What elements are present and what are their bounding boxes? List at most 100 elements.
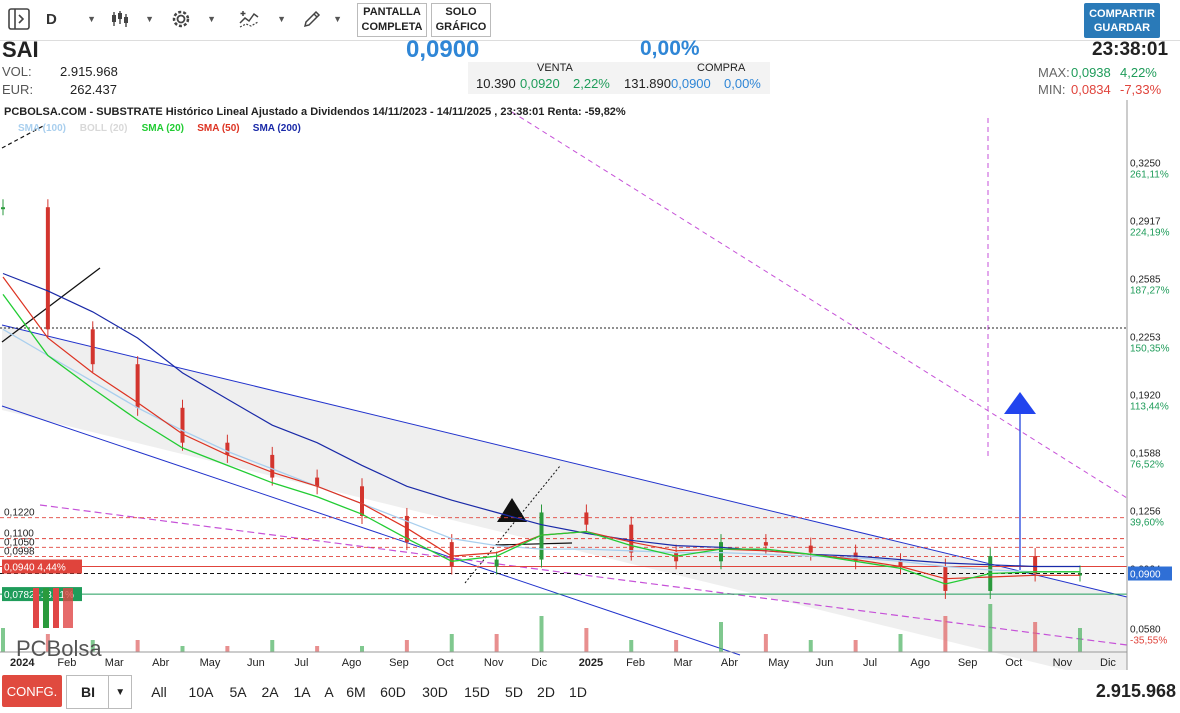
level-label: 0,1100 (4, 529, 34, 540)
channel-lower-line (1, 405, 741, 656)
config-button[interactable]: CONFG. (2, 675, 62, 707)
max-price: 0,0938 (1071, 65, 1111, 80)
min-pct: -7,33% (1120, 82, 1162, 97)
range-button-2a[interactable]: 2A (261, 684, 279, 700)
chart-title: PCBOLSA.COM - SUBSTRATE Histórico Lineal… (4, 106, 626, 118)
regression-channel-band (2, 325, 1127, 670)
x-tick-label: Ago (342, 657, 362, 669)
volume-bar (270, 640, 275, 652)
volume-bar (763, 634, 768, 652)
chart-only-label-2: GRÁFICO (435, 21, 487, 33)
chevron-down-icon: ▼ (207, 14, 216, 24)
x-tick-label: 2025 (579, 657, 603, 669)
range-button-a[interactable]: A (324, 684, 334, 700)
x-tick-label: Jun (247, 657, 265, 669)
volume-bar (1033, 622, 1038, 652)
range-button-60d[interactable]: 60D (380, 684, 406, 700)
candle-body (539, 512, 544, 560)
candle-body (1, 207, 5, 210)
volume-bar (315, 646, 320, 652)
toolbar: D ▼ ▼ ▼ ▼ ▼ PANTALLA COMPLETA SOLO GRÁFICO… (0, 0, 1180, 41)
mode-value: BI (81, 684, 95, 700)
candle-body (270, 454, 275, 478)
sell-qty: 10.390 (476, 76, 516, 91)
x-tick-label: May (200, 657, 221, 669)
eur-label: EUR: (2, 82, 34, 97)
config-label: CONFG. (6, 683, 58, 699)
volume-value: 2.915.968 (60, 64, 118, 79)
marker-level-tag (2, 587, 82, 602)
price-chart[interactable]: 0,1220 0,1100 0,1050 0,0998 0,0940 4,44% 0,07… (0, 100, 1180, 670)
candle-body (763, 542, 768, 546)
volume-bar (719, 622, 723, 652)
volume-total: 2.915.968 (1095, 681, 1176, 701)
draw-icon[interactable]: ▼ (302, 6, 342, 32)
y-tick-label: 0,1256 (1130, 506, 1161, 517)
volume-bar (584, 628, 589, 652)
x-tick-label: Jul (294, 657, 308, 669)
volume-bar (45, 634, 50, 652)
chart-only-label-1: SOLO (445, 6, 477, 18)
range-button-10a[interactable]: 10A (188, 684, 214, 700)
range-button-5a[interactable]: 5A (229, 684, 247, 700)
blue-arrow-head (1004, 392, 1036, 414)
range-button-6m[interactable]: 6M (346, 684, 366, 700)
y-tick-pct: -35,55% (1130, 635, 1167, 646)
save-label: GUARDAR (1093, 21, 1151, 34)
interval-label: D (46, 10, 57, 28)
x-tick-label: Jul (863, 657, 877, 669)
x-tick-label: May (768, 657, 789, 669)
mode-select[interactable]: BI ▼ (66, 675, 132, 709)
candles-icon[interactable]: ▼ (110, 6, 154, 32)
x-tick-label: Feb (57, 657, 76, 669)
legend-item: SMA (20) (142, 123, 184, 134)
share-save-button[interactable]: COMPARTIR GUARDAR (1084, 3, 1160, 38)
candle-body (315, 477, 320, 487)
ticker-symbol: SAI (2, 37, 39, 62)
x-tick-label: Nov (484, 657, 504, 669)
range-button-1a[interactable]: 1A (293, 684, 311, 700)
panel-toggle-icon[interactable] (6, 6, 32, 32)
gear-icon[interactable]: ▼ (170, 6, 216, 32)
x-tick-label: 2024 (10, 657, 35, 669)
chart-only-button[interactable]: SOLO GRÁFICO (431, 3, 491, 37)
range-button-15d[interactable]: 15D (464, 684, 490, 700)
candle-body (898, 561, 903, 567)
interval-selector[interactable]: D ▼ (46, 6, 96, 32)
range-button-2d[interactable]: 2D (537, 684, 555, 700)
x-tick-label: Dic (531, 657, 547, 669)
x-tick-label: Nov (1053, 657, 1073, 669)
y-tick-pct: 39,60% (1130, 517, 1164, 528)
y-tick-pct: 113,44% (1130, 402, 1169, 413)
volume-bar (539, 616, 544, 652)
pink-trendline-upper (511, 111, 1128, 499)
quote-time: 23:38:01 (1092, 39, 1169, 60)
indicators-icon[interactable]: ▼ (238, 6, 286, 32)
black-arrow-head (497, 498, 527, 522)
min-price: 0,0834 (1071, 82, 1111, 97)
level-label: 0,1220 (4, 508, 35, 519)
volume-bar (449, 634, 454, 652)
legend-item: SMA (100) (18, 123, 66, 134)
volume-bar (135, 640, 140, 652)
sell-pct: 2,22% (573, 76, 610, 91)
range-button-all[interactable]: All (151, 684, 167, 700)
range-button-5d[interactable]: 5D (505, 684, 523, 700)
x-tick-label: Sep (389, 657, 409, 669)
volume-bar (808, 640, 813, 652)
candle-body (135, 364, 140, 408)
y-tick-pct: 187,27% (1130, 286, 1170, 297)
max-pct: 4,22% (1120, 65, 1157, 80)
range-button-30d[interactable]: 30D (422, 684, 448, 700)
range-button-1d[interactable]: 1D (569, 684, 587, 700)
channel-upper-line (1, 324, 1128, 598)
fullscreen-button[interactable]: PANTALLA COMPLETA (357, 3, 427, 37)
black-trendline-2 (495, 542, 573, 546)
volume-bar (180, 646, 185, 652)
current-price-label: 0,0900 (1130, 570, 1161, 581)
volume-bar (404, 640, 409, 652)
y-tick-label: 0,3250 (1130, 159, 1161, 170)
candle-body (719, 542, 723, 562)
volume-bar (1, 628, 5, 652)
